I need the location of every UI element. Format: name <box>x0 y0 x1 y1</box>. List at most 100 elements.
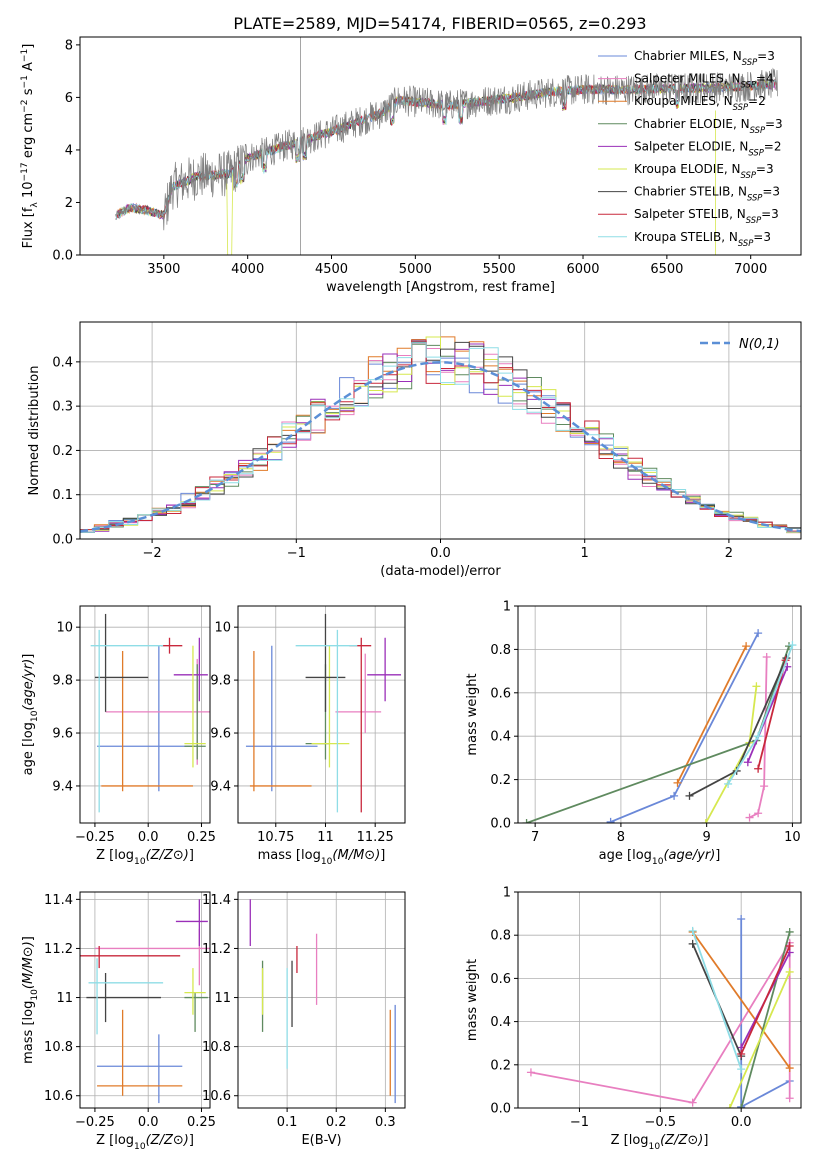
weight-line <box>728 971 791 1108</box>
x-axis-label: Z [log10(Z/Z⊙)] <box>96 848 194 867</box>
y-tick-label: 1 <box>503 886 511 901</box>
y-tick-label: 11.4 <box>202 893 231 908</box>
weight-marker <box>737 1104 746 1108</box>
legend-label: Salpeter MILES, NSSP=4 <box>634 72 774 90</box>
y-axis-label: mass weight <box>465 673 480 755</box>
chart-age-vs-Z: −0.25 0.0 0.25 9.4 9.6 9.8 10 Z [log10(Z/Z⊙)] ag… <box>21 605 216 867</box>
weight-line <box>691 931 791 1069</box>
plot-area <box>80 336 801 534</box>
x-axis-label: (data-model)/error <box>380 564 501 579</box>
x-tick-label: 0.2 <box>326 1115 347 1130</box>
y-tick-label: 1 <box>503 600 511 615</box>
weight-marker <box>785 967 794 976</box>
weight-marker <box>526 1068 535 1077</box>
y-axis-label: Flux [fλ 10−17 erg cm−2 s−1 A−1] <box>20 44 40 249</box>
weight-marker <box>788 641 797 650</box>
plot-area <box>249 899 396 1104</box>
axes-frame <box>237 605 406 824</box>
y-tick-label: 0.3 <box>52 400 73 415</box>
y-tick-label: 2 <box>65 196 73 211</box>
y-tick-label: 0.6 <box>490 972 511 987</box>
y-tick-label: 4 <box>65 143 73 158</box>
x-tick-label: 1 <box>581 546 589 561</box>
y-tick-label: 11.4 <box>44 893 73 908</box>
y-tick-label: 9.8 <box>52 674 73 689</box>
legend-label: Chabrier ELODIE, NSSP=3 <box>634 117 783 135</box>
weight-marker <box>760 782 769 791</box>
x-tick-label: 0.3 <box>375 1115 396 1130</box>
y-tick-label: 0.0 <box>490 817 511 832</box>
x-tick-label: 7000 <box>734 262 767 277</box>
x-tick-label: 0.25 <box>187 830 216 845</box>
y-tick-label: 11.2 <box>44 942 73 957</box>
y-tick-label: 9.6 <box>210 727 231 742</box>
x-axis-label: Z [log10(Z/Z⊙)] <box>611 1133 709 1152</box>
plot-area <box>245 613 402 813</box>
axes-frame <box>79 891 211 1109</box>
y-tick-label: 0.8 <box>490 643 511 658</box>
histogram-step <box>80 342 801 533</box>
x-tick-label: 10 <box>784 830 801 845</box>
axes-frame <box>237 891 406 1109</box>
x-axis-label: Z [log10(Z/Z⊙)] <box>96 1133 194 1152</box>
x-tick-label: 0.0 <box>731 1115 752 1130</box>
y-tick-label: 0.8 <box>490 929 511 944</box>
x-tick-label: 11.25 <box>357 830 394 845</box>
weight-marker <box>737 915 746 923</box>
axes-frame <box>79 36 802 256</box>
y-tick-label: 10.6 <box>202 1089 231 1104</box>
x-tick-label: −0.5 <box>645 1115 677 1130</box>
x-tick-label: 0.0 <box>138 830 159 845</box>
x-tick-label: 5500 <box>483 262 516 277</box>
y-tick-label: 10.8 <box>202 1040 231 1055</box>
gaussian-curve <box>80 361 801 533</box>
weight-marker <box>754 629 763 638</box>
legend-label: Kroupa ELODIE, NSSP=3 <box>634 162 774 180</box>
legend: Chabrier MILES, NSSP=3 Salpeter MILES, NS… <box>598 49 783 248</box>
axes-frame <box>79 605 211 824</box>
y-tick-label: 10.8 <box>44 1040 73 1055</box>
weight-line <box>530 939 791 1104</box>
y-tick-label: 0.6 <box>490 686 511 701</box>
legend-label: Chabrier MILES, NSSP=3 <box>634 49 775 67</box>
weight-marker <box>754 809 763 818</box>
y-tick-label: 9.4 <box>52 779 73 794</box>
y-tick-label: 0.4 <box>490 730 511 745</box>
x-tick-label: 0.1 <box>277 1115 298 1130</box>
weight-marker <box>742 642 751 651</box>
weight-line <box>740 945 791 1055</box>
chart-mass-vs-EBV: 0.1 0.2 0.3 10.6 10.8 11 11.2 11.4 E(B-V) <box>202 891 406 1148</box>
weight-line <box>610 632 759 823</box>
x-axis-label: wavelength [Angstrom, rest frame] <box>326 280 555 295</box>
y-tick-label: 0.1 <box>52 488 73 503</box>
y-tick-label: 9.8 <box>210 674 231 689</box>
x-tick-label: 4500 <box>315 262 348 277</box>
x-tick-label: 0.25 <box>187 1115 216 1130</box>
weight-marker <box>785 1094 794 1103</box>
weight-marker <box>522 819 531 823</box>
weight-marker <box>725 1104 734 1108</box>
x-tick-label: 10.75 <box>257 830 294 845</box>
y-tick-label: 0.2 <box>490 773 511 788</box>
weight-marker <box>737 1050 746 1058</box>
chart-weight-vs-Z: −1 −0.5 0.0 0.0 0.2 0.4 0.6 0.8 1 Z [log10(Z/Z⊙)]… <box>465 886 802 1152</box>
chart-age-vs-mass: 10.75 11 11.25 9.4 9.6 9.8 10 mass [log10(M/M⊙)… <box>210 605 406 867</box>
x-tick-label: −2 <box>143 546 162 561</box>
y-tick-label: 11 <box>56 991 73 1006</box>
y-tick-label: 10 <box>56 621 73 636</box>
plot-area <box>522 629 797 823</box>
y-tick-label: 0.4 <box>52 355 73 370</box>
weight-line <box>691 930 743 1070</box>
y-axis-label: age [log10(age/yr)] <box>21 654 40 776</box>
x-tick-label: −1 <box>287 546 306 561</box>
x-tick-label: 5000 <box>399 262 432 277</box>
x-tick-label: 9 <box>703 830 711 845</box>
weight-marker <box>688 926 697 935</box>
weight-line <box>676 645 747 784</box>
legend-label: Kroupa MILES, NSSP=2 <box>634 94 766 112</box>
legend-label: Kroupa STELIB, NSSP=3 <box>634 230 771 248</box>
legend-label: Salpeter STELIB, NSSP=3 <box>634 207 779 225</box>
x-tick-label: 3500 <box>147 262 180 277</box>
y-tick-label: 0.4 <box>490 1015 511 1030</box>
